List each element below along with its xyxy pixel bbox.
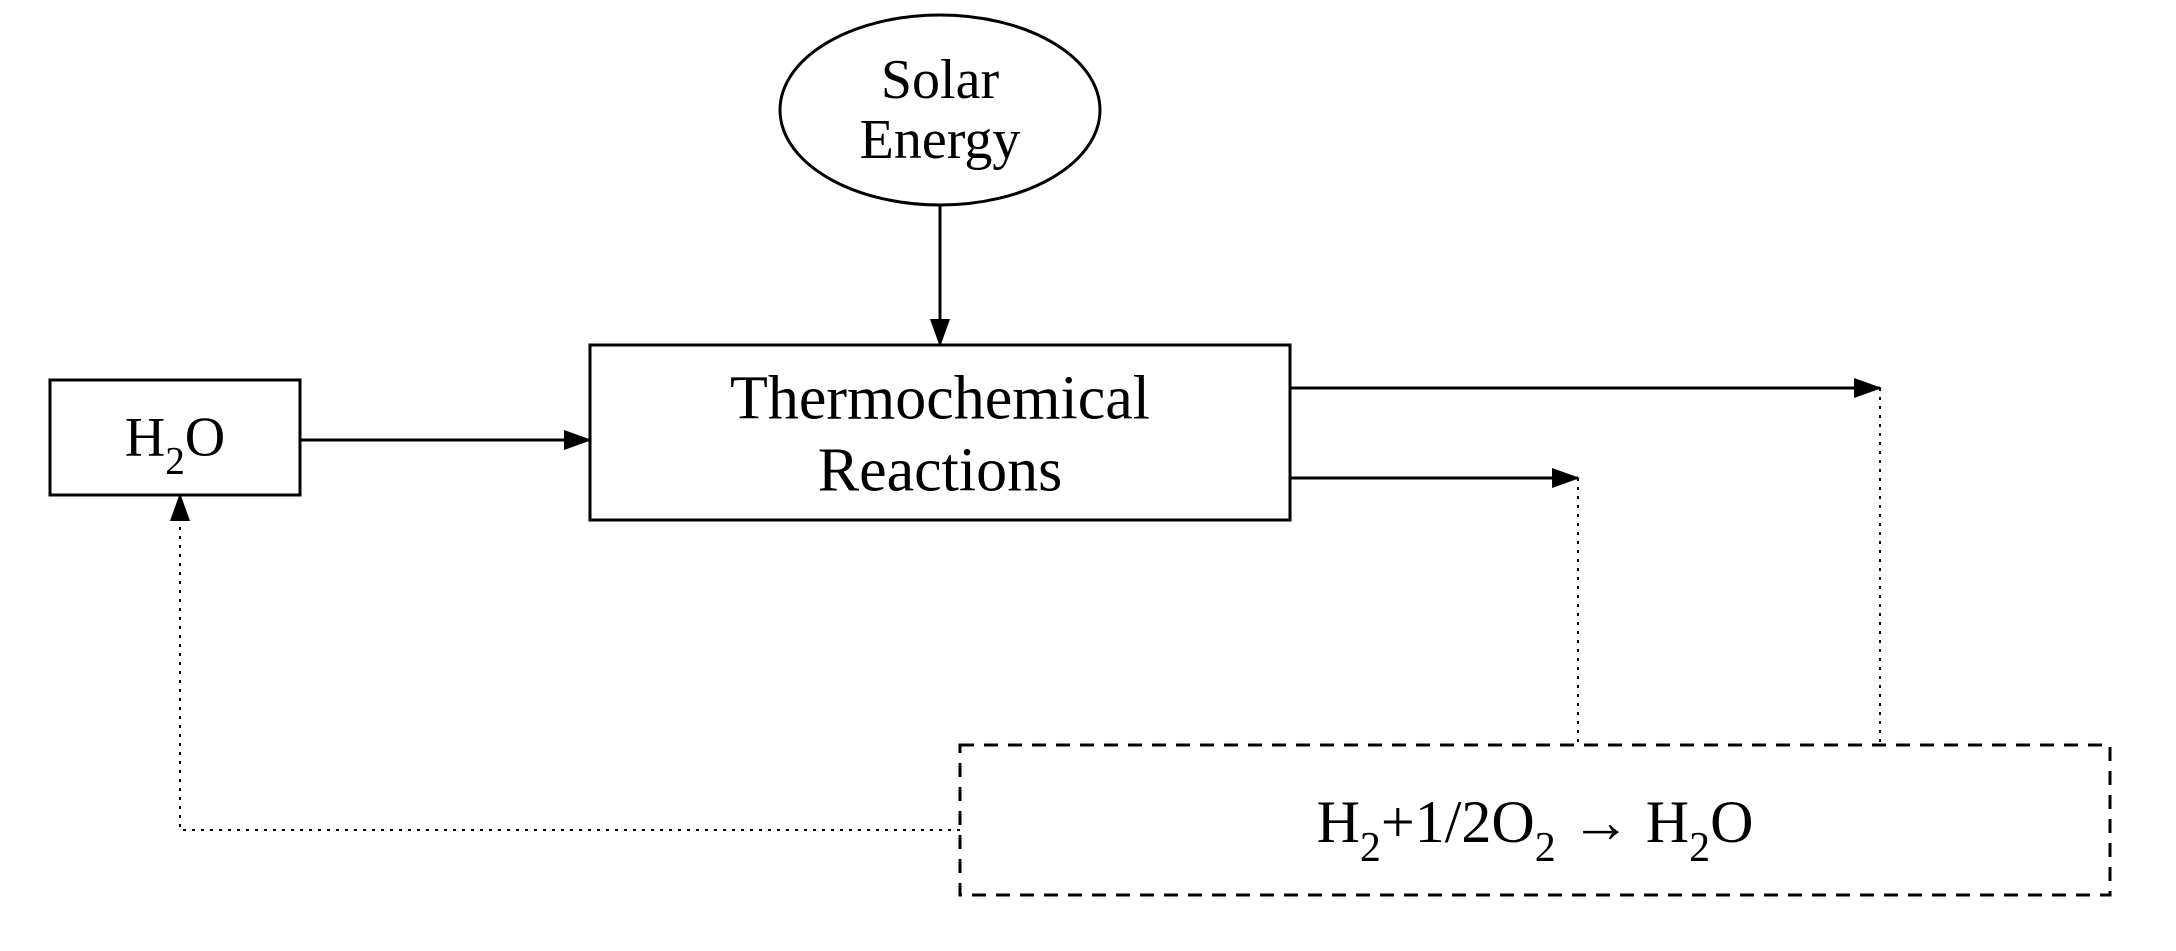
flow-diagram: SolarEnergy H2O ThermochemicalReactions H2+… [0,0,2176,951]
svg-text:Reactions: Reactions [818,437,1063,505]
svg-text:Solar: Solar [881,49,1000,111]
svg-text:H2O: H2O [125,406,226,482]
node-reaction-equation: H2+1/2O2 → H2O [960,745,2110,895]
node-thermochemical-reactions: ThermochemicalReactions [590,345,1290,520]
node-h2o: H2O [50,380,300,495]
edge-reaction-back-to-h2o [180,495,960,830]
node-solar-energy: SolarEnergy [780,15,1100,205]
svg-text:H2+1/2O2 → H2O: H2+1/2O2 → H2O [1317,789,1754,871]
svg-text:Thermochemical: Thermochemical [730,365,1150,433]
svg-text:Energy: Energy [860,109,1021,171]
